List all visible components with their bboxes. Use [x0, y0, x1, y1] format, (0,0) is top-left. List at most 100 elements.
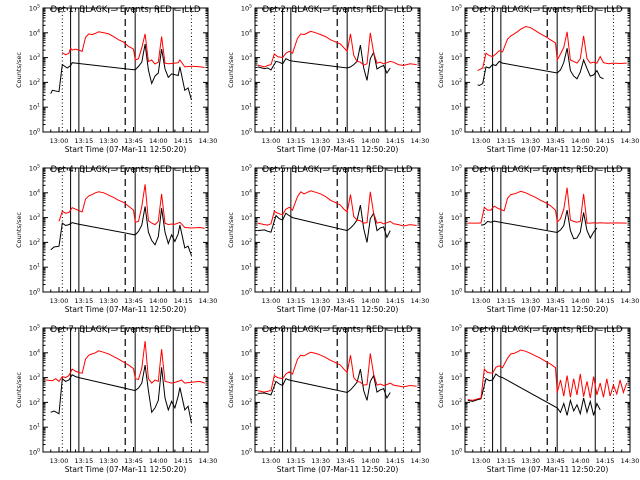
- x-tick-label: 13:00: [472, 297, 491, 305]
- y-tick-exponent: 3: [249, 53, 252, 59]
- y-tick-label: 100: [29, 128, 40, 137]
- y-tick-label: 104: [241, 28, 252, 37]
- y-axis-label: Counts/sec: [227, 52, 235, 88]
- x-tick-label: 13:45: [546, 457, 565, 465]
- x-tick-label: 14:15: [386, 297, 405, 305]
- y-tick-exponent: 1: [249, 423, 252, 429]
- x-tick-label: 14:30: [199, 457, 218, 465]
- y-tick-label: 100: [241, 448, 252, 457]
- y-tick-exponent: 3: [37, 213, 40, 219]
- y-tick-exponent: 1: [37, 263, 40, 269]
- y-axis-label: Counts/sec: [15, 212, 23, 248]
- y-tick-exponent: 1: [37, 423, 40, 429]
- x-tick-label: 13:15: [74, 297, 93, 305]
- y-tick-exponent: 0: [37, 448, 40, 454]
- panel-title: Det 7: BLACK = Events, RED = LLD: [51, 325, 201, 335]
- y-tick-label: 104: [241, 188, 252, 197]
- x-tick-label: 13:15: [74, 137, 93, 145]
- y-tick-exponent: 4: [249, 348, 252, 354]
- x-tick-label: 14:30: [411, 457, 430, 465]
- panel-title: Det 6: BLACK = Events, RED = LLD: [473, 165, 623, 175]
- panel-title: Det 8: BLACK = Events, RED = LLD: [263, 325, 413, 335]
- y-axis-label: Counts/sec: [15, 52, 23, 88]
- y-tick-label: 105: [29, 4, 40, 13]
- y-tick-exponent: 4: [249, 28, 252, 34]
- y-tick-exponent: 0: [459, 448, 462, 454]
- y-tick-label: 101: [451, 103, 462, 112]
- time-markers: [61, 168, 192, 292]
- x-tick-label: 13:30: [99, 457, 118, 465]
- y-tick-exponent: 4: [249, 188, 252, 194]
- x-tick-label: 14:00: [571, 137, 590, 145]
- x-tick-label: 13:00: [262, 297, 281, 305]
- y-tick-exponent: 4: [459, 28, 462, 34]
- y-tick-label: 102: [29, 398, 40, 407]
- x-tick-label: 13:30: [311, 297, 330, 305]
- series-group: [477, 25, 627, 87]
- x-tick-label: 13:45: [546, 297, 565, 305]
- y-tick-exponent: 1: [459, 103, 462, 109]
- y-tick-exponent: 4: [459, 188, 462, 194]
- x-tick-label: 13:45: [124, 457, 143, 465]
- time-markers: [483, 328, 614, 452]
- series-group: [257, 351, 417, 401]
- panel-title: Det 4: BLACK = Events, RED = LLD: [51, 165, 201, 175]
- x-tick-label: 14:00: [361, 457, 380, 465]
- x-tick-label: 13:15: [286, 457, 305, 465]
- y-axis-label: Counts/sec: [227, 372, 235, 408]
- x-tick-label: 14:30: [199, 297, 218, 305]
- y-tick-label: 105: [29, 324, 40, 333]
- x-tick-label: 14:00: [361, 297, 380, 305]
- y-tick-label: 105: [241, 4, 252, 13]
- y-tick-exponent: 3: [249, 373, 252, 379]
- y-tick-label: 104: [451, 28, 462, 37]
- x-tick-label: 13:15: [496, 297, 515, 305]
- y-tick-exponent: 3: [37, 373, 40, 379]
- lld-series-line: [257, 190, 417, 227]
- events-series-line: [50, 365, 192, 423]
- series-group: [45, 340, 205, 423]
- x-axis-label: Start Time (07-Mar-11 12:50:20): [277, 145, 399, 154]
- y-tick-label: 100: [241, 128, 252, 137]
- y-axis-label: Counts/sec: [227, 212, 235, 248]
- x-tick-label: 14:00: [571, 457, 590, 465]
- series-group: [467, 349, 628, 416]
- y-tick-label: 102: [29, 238, 40, 247]
- y-tick-exponent: 5: [249, 164, 252, 170]
- time-markers: [483, 8, 614, 132]
- y-tick-label: 103: [29, 53, 40, 62]
- y-tick-exponent: 3: [249, 213, 252, 219]
- x-tick-label: 14:30: [621, 457, 640, 465]
- x-tick-label: 13:45: [336, 457, 355, 465]
- x-tick-label: 14:15: [174, 457, 193, 465]
- y-tick-exponent: 4: [459, 348, 462, 354]
- x-tick-label: 14:15: [174, 297, 193, 305]
- y-tick-exponent: 0: [459, 128, 462, 134]
- series-group: [50, 184, 205, 256]
- y-tick-label: 104: [29, 28, 40, 37]
- x-tick-label: 13:00: [262, 137, 281, 145]
- lld-series-line: [257, 351, 417, 393]
- y-tick-exponent: 2: [37, 78, 40, 84]
- y-tick-exponent: 4: [37, 348, 40, 354]
- x-tick-label: 14:15: [596, 457, 615, 465]
- x-tick-label: 14:00: [361, 137, 380, 145]
- lld-series-line: [58, 184, 205, 229]
- y-tick-label: 101: [241, 103, 252, 112]
- y-tick-exponent: 5: [459, 4, 462, 10]
- y-tick-label: 105: [241, 164, 252, 173]
- y-tick-label: 105: [29, 164, 40, 173]
- y-tick-exponent: 5: [37, 4, 40, 10]
- y-tick-label: 103: [451, 213, 462, 222]
- y-tick-exponent: 5: [249, 324, 252, 330]
- y-tick-exponent: 5: [459, 324, 462, 330]
- x-tick-label: 14:15: [386, 137, 405, 145]
- y-tick-label: 105: [241, 324, 252, 333]
- y-tick-label: 104: [451, 348, 462, 357]
- x-tick-label: 13:45: [336, 137, 355, 145]
- series-group: [257, 190, 417, 243]
- y-tick-label: 105: [451, 4, 462, 13]
- y-tick-exponent: 3: [459, 213, 462, 219]
